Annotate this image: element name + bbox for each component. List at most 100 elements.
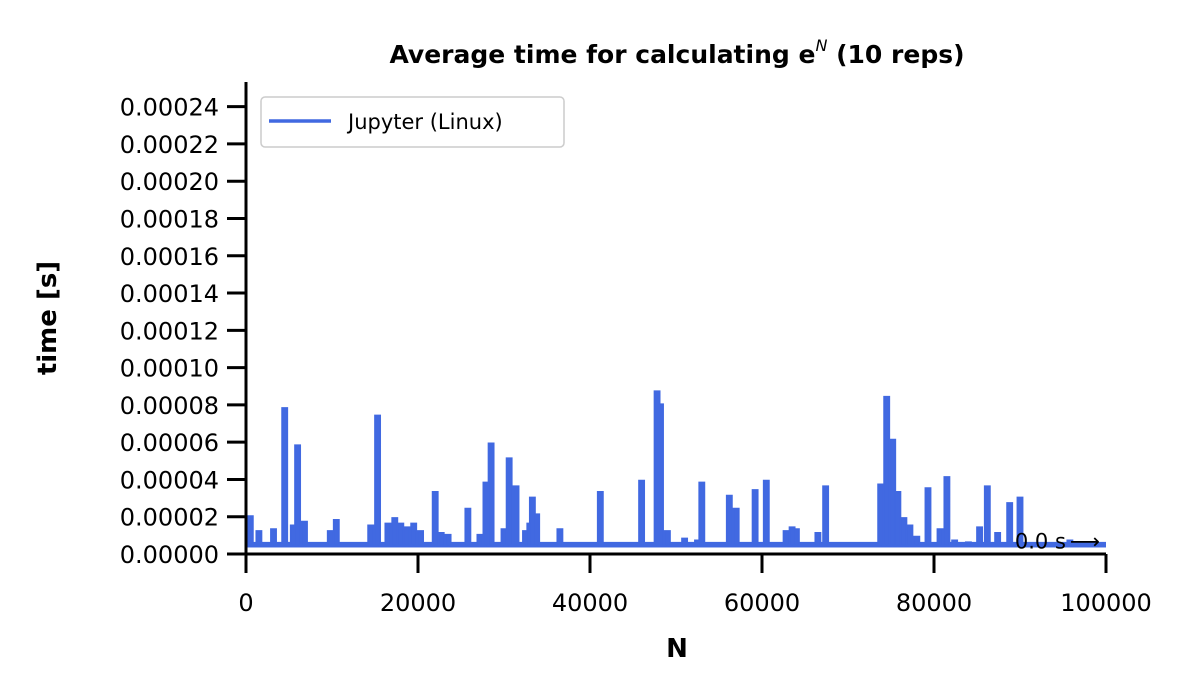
annotation-text: 0.0 s ⟶ <box>1015 530 1100 554</box>
data-point-spike <box>295 445 300 545</box>
data-point-spike <box>952 540 957 545</box>
data-point-spike <box>446 535 451 545</box>
series-line <box>246 390 1106 547</box>
y-axis-title: time [s] <box>33 261 63 375</box>
data-point-spike <box>411 524 416 545</box>
data-point-spike <box>392 518 397 545</box>
data-point-spike <box>484 483 488 545</box>
data-point-spike <box>256 531 261 545</box>
data-point-spike <box>878 485 883 545</box>
data-point-spike <box>523 531 528 545</box>
data-point-spike <box>695 540 700 545</box>
data-point-spike <box>985 486 990 545</box>
data-point-spike <box>639 481 644 545</box>
annotation: 0.0 s ⟶ <box>1015 530 1100 554</box>
data-point-spike <box>890 440 895 545</box>
data-point-spike <box>465 509 470 545</box>
y-tick-label: 0.00004 <box>120 466 219 494</box>
data-point-spike <box>823 486 828 545</box>
data-point-spike <box>884 397 889 545</box>
y-tick-label: 0.00014 <box>120 280 219 308</box>
data-point-spike <box>385 524 390 545</box>
chart-title: Average time for calculating eN (10 reps… <box>389 36 964 69</box>
chart-title-superscript: N <box>815 36 827 55</box>
data-point-spike <box>527 524 532 545</box>
data-point-spike <box>977 527 982 545</box>
data-point-spike <box>944 477 949 545</box>
data-point-spike <box>926 488 930 545</box>
y-tick-label: 0.00002 <box>120 504 219 532</box>
data-point-spike <box>477 535 482 545</box>
y-tick-label: 0.00000 <box>120 541 219 569</box>
data-point-spike <box>1067 540 1072 545</box>
data-point-spike <box>682 539 687 545</box>
data-point-spike <box>433 492 438 545</box>
data-point-spike <box>1018 498 1022 545</box>
y-tick-label: 0.00024 <box>120 94 219 122</box>
data-point-spike <box>790 527 795 545</box>
data-point-spike <box>655 391 660 545</box>
data-point-spike <box>291 526 296 545</box>
plot-area <box>246 390 1106 548</box>
data-point-spike <box>418 531 423 545</box>
data-point-spike <box>334 520 339 545</box>
data-point-spike <box>995 533 1000 545</box>
data-point-spike <box>404 527 409 545</box>
data-point-spike <box>302 522 307 545</box>
data-point-spike <box>530 498 535 545</box>
x-axis-title: N <box>666 634 688 664</box>
y-tick-label: 0.00010 <box>120 355 219 383</box>
data-point-spike <box>1007 503 1012 545</box>
data-point-spike <box>901 518 906 545</box>
data-point-spike <box>368 526 373 545</box>
data-point-spike <box>734 509 739 545</box>
x-tick-label: 100000 <box>1060 589 1152 617</box>
data-point-spike <box>966 542 971 545</box>
data-point-spike <box>895 492 900 545</box>
legend-label: Jupyter (Linux) <box>346 110 503 134</box>
data-point-spike <box>938 529 942 545</box>
data-point-spike <box>907 526 912 545</box>
legend: Jupyter (Linux) <box>260 96 565 148</box>
data-point-spike <box>764 481 769 545</box>
y-axis: 0.00000 0.00002 0.00004 0.00006 0.00008 0.000… <box>120 82 248 569</box>
y-tick-label: 0.00020 <box>120 168 219 196</box>
chart-title-suffix: (10 reps) <box>827 40 964 69</box>
data-point-spike <box>271 529 276 545</box>
y-tick-label: 0.00022 <box>120 131 219 159</box>
y-tick-label: 0.00018 <box>120 205 219 233</box>
data-point-spike <box>658 404 663 545</box>
y-tick-label: 0.00008 <box>120 392 219 420</box>
y-tick-label: 0.00006 <box>120 429 219 457</box>
data-point-spike <box>665 531 670 545</box>
data-point-spike <box>328 531 333 545</box>
y-tick-label: 0.00012 <box>120 317 219 345</box>
x-axis: 0 20000 40000 60000 80000 100000 <box>238 552 1152 617</box>
data-point-spike <box>502 529 506 545</box>
x-tick-label: 40000 <box>552 589 628 617</box>
data-point-spike <box>248 516 253 545</box>
data-point-spike <box>598 492 603 545</box>
data-point-spike <box>439 533 444 545</box>
data-point-spike <box>507 458 512 545</box>
data-point-spike <box>699 483 704 545</box>
data-point-spike <box>534 514 539 545</box>
data-point-spike <box>815 533 820 545</box>
data-point-spike <box>282 408 287 545</box>
data-point-spike <box>784 531 789 545</box>
legend-box <box>260 96 565 148</box>
data-point-spike <box>489 444 494 545</box>
data-point-spike <box>914 537 919 545</box>
x-tick-label: 20000 <box>380 589 456 617</box>
x-tick-label: 80000 <box>896 589 972 617</box>
data-point-spike <box>753 490 758 545</box>
x-tick-label: 60000 <box>724 589 800 617</box>
data-point-spike <box>514 486 518 545</box>
data-point-spike <box>375 416 380 545</box>
data-point-spike <box>727 496 732 545</box>
x-tick-label: 0 <box>238 589 253 617</box>
data-point-spike <box>557 529 562 545</box>
data-point-spike <box>794 529 799 545</box>
y-tick-label: 0.00016 <box>120 243 219 271</box>
